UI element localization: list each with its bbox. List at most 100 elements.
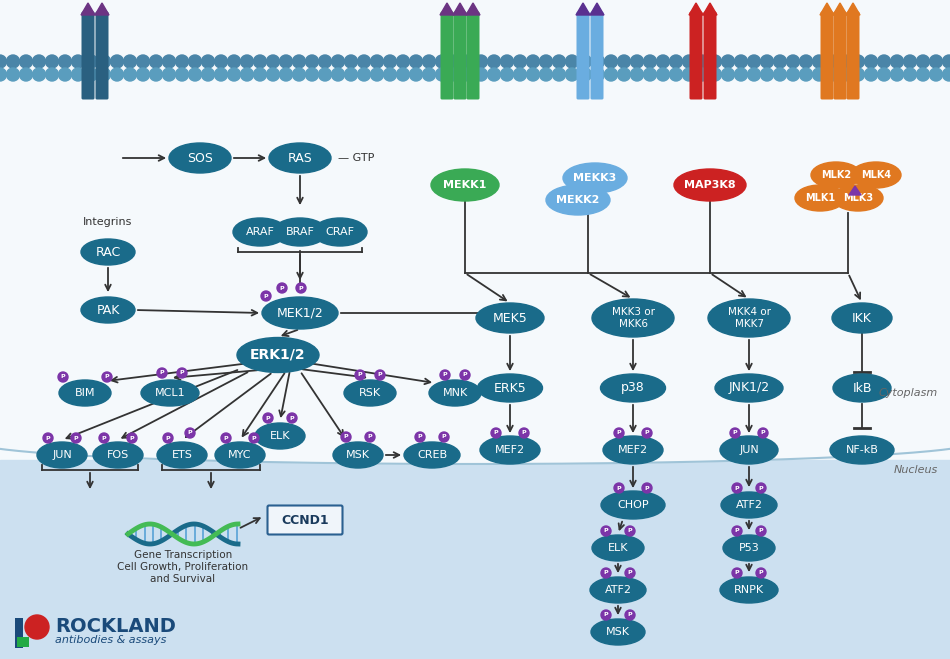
- FancyBboxPatch shape: [821, 11, 833, 100]
- Text: MSK: MSK: [346, 450, 370, 460]
- Text: MKK4 or
MKK7: MKK4 or MKK7: [728, 307, 770, 329]
- Text: P: P: [617, 430, 621, 436]
- Text: P: P: [617, 486, 621, 490]
- Circle shape: [85, 68, 98, 81]
- Circle shape: [514, 68, 526, 81]
- Circle shape: [176, 55, 188, 68]
- Circle shape: [384, 55, 396, 68]
- Ellipse shape: [404, 442, 460, 468]
- Circle shape: [435, 55, 448, 68]
- Circle shape: [682, 68, 695, 81]
- Circle shape: [462, 68, 474, 81]
- Circle shape: [682, 55, 695, 68]
- Ellipse shape: [476, 303, 544, 333]
- Text: CREB: CREB: [417, 450, 447, 460]
- Text: P: P: [264, 293, 268, 299]
- Text: ARAF: ARAF: [245, 227, 275, 237]
- Circle shape: [656, 68, 670, 81]
- Circle shape: [748, 55, 761, 68]
- Text: P: P: [759, 529, 763, 534]
- Circle shape: [618, 68, 631, 81]
- Circle shape: [579, 55, 592, 68]
- Circle shape: [261, 291, 271, 301]
- Circle shape: [201, 68, 215, 81]
- Text: MSK: MSK: [606, 627, 630, 637]
- Circle shape: [929, 68, 942, 81]
- Text: MLK4: MLK4: [861, 170, 891, 180]
- Circle shape: [263, 413, 273, 423]
- Ellipse shape: [431, 169, 499, 201]
- Circle shape: [942, 55, 950, 68]
- Circle shape: [267, 68, 279, 81]
- Circle shape: [487, 55, 501, 68]
- Circle shape: [625, 610, 635, 620]
- Ellipse shape: [429, 380, 481, 406]
- Circle shape: [625, 526, 635, 536]
- Ellipse shape: [93, 442, 143, 468]
- Circle shape: [656, 55, 670, 68]
- Circle shape: [435, 68, 448, 81]
- Text: P: P: [223, 436, 228, 440]
- Text: and Survival: and Survival: [150, 574, 216, 584]
- Circle shape: [474, 68, 487, 81]
- FancyBboxPatch shape: [577, 11, 590, 100]
- Circle shape: [71, 68, 85, 81]
- Text: P: P: [102, 436, 106, 440]
- Circle shape: [20, 68, 32, 81]
- Circle shape: [618, 55, 631, 68]
- Circle shape: [826, 55, 839, 68]
- Text: MEF2: MEF2: [495, 445, 525, 455]
- Polygon shape: [576, 3, 590, 15]
- Text: ERK5: ERK5: [494, 382, 526, 395]
- Circle shape: [864, 55, 878, 68]
- Text: ELK: ELK: [608, 543, 628, 553]
- Text: Cytoplasm: Cytoplasm: [879, 388, 938, 398]
- Circle shape: [20, 55, 32, 68]
- Text: P: P: [418, 434, 423, 440]
- Circle shape: [670, 55, 682, 68]
- Circle shape: [565, 68, 579, 81]
- Text: P: P: [759, 486, 763, 490]
- Ellipse shape: [157, 442, 207, 468]
- Ellipse shape: [715, 374, 783, 402]
- Circle shape: [903, 68, 917, 81]
- Circle shape: [709, 55, 721, 68]
- Text: PAK: PAK: [96, 304, 120, 316]
- Bar: [0, 460, 950, 659]
- Ellipse shape: [255, 423, 305, 449]
- Circle shape: [601, 568, 611, 578]
- Circle shape: [35, 631, 39, 633]
- Circle shape: [415, 432, 425, 442]
- Circle shape: [127, 433, 137, 443]
- Circle shape: [46, 68, 59, 81]
- Circle shape: [761, 68, 773, 81]
- Polygon shape: [453, 3, 467, 15]
- Circle shape: [149, 55, 162, 68]
- Text: P: P: [734, 529, 739, 534]
- Circle shape: [730, 428, 740, 438]
- Circle shape: [601, 610, 611, 620]
- Text: P: P: [761, 430, 766, 436]
- Circle shape: [642, 483, 652, 493]
- Circle shape: [721, 68, 734, 81]
- Circle shape: [423, 55, 435, 68]
- FancyBboxPatch shape: [466, 11, 480, 100]
- Circle shape: [756, 526, 766, 536]
- Text: P: P: [104, 374, 109, 380]
- Text: P: P: [628, 612, 633, 617]
- Text: P: P: [61, 374, 66, 380]
- Circle shape: [365, 432, 375, 442]
- Polygon shape: [440, 3, 454, 15]
- Text: P53: P53: [739, 543, 759, 553]
- Ellipse shape: [592, 299, 674, 337]
- Circle shape: [491, 428, 501, 438]
- Circle shape: [240, 68, 254, 81]
- Circle shape: [318, 55, 332, 68]
- Circle shape: [227, 55, 240, 68]
- Text: antibodies & assays: antibodies & assays: [55, 635, 166, 645]
- Circle shape: [643, 55, 656, 68]
- Ellipse shape: [591, 619, 645, 645]
- Ellipse shape: [720, 436, 778, 464]
- Circle shape: [440, 370, 450, 380]
- Circle shape: [370, 68, 384, 81]
